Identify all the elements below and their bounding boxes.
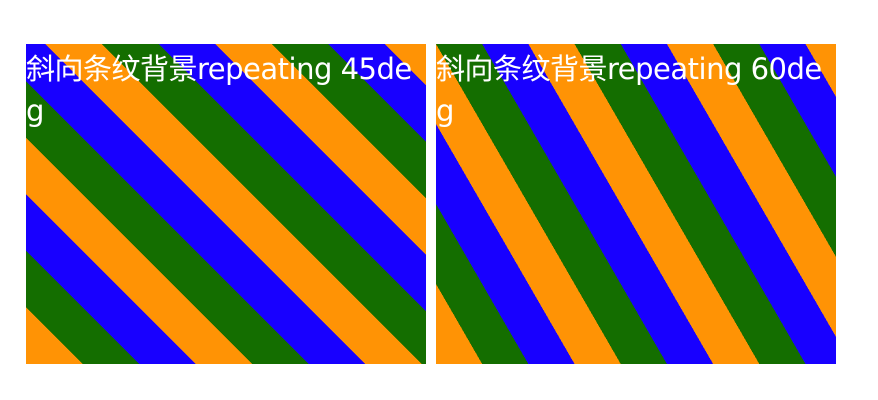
stripe-panel-60deg: 斜向条纹背景repeating 60deg	[436, 44, 836, 364]
stripe-panel-45deg: 斜向条纹背景repeating 45deg	[26, 44, 426, 364]
panel-label: 斜向条纹背景repeating 60deg	[436, 52, 822, 128]
panel-label: 斜向条纹背景repeating 45deg	[26, 52, 412, 128]
